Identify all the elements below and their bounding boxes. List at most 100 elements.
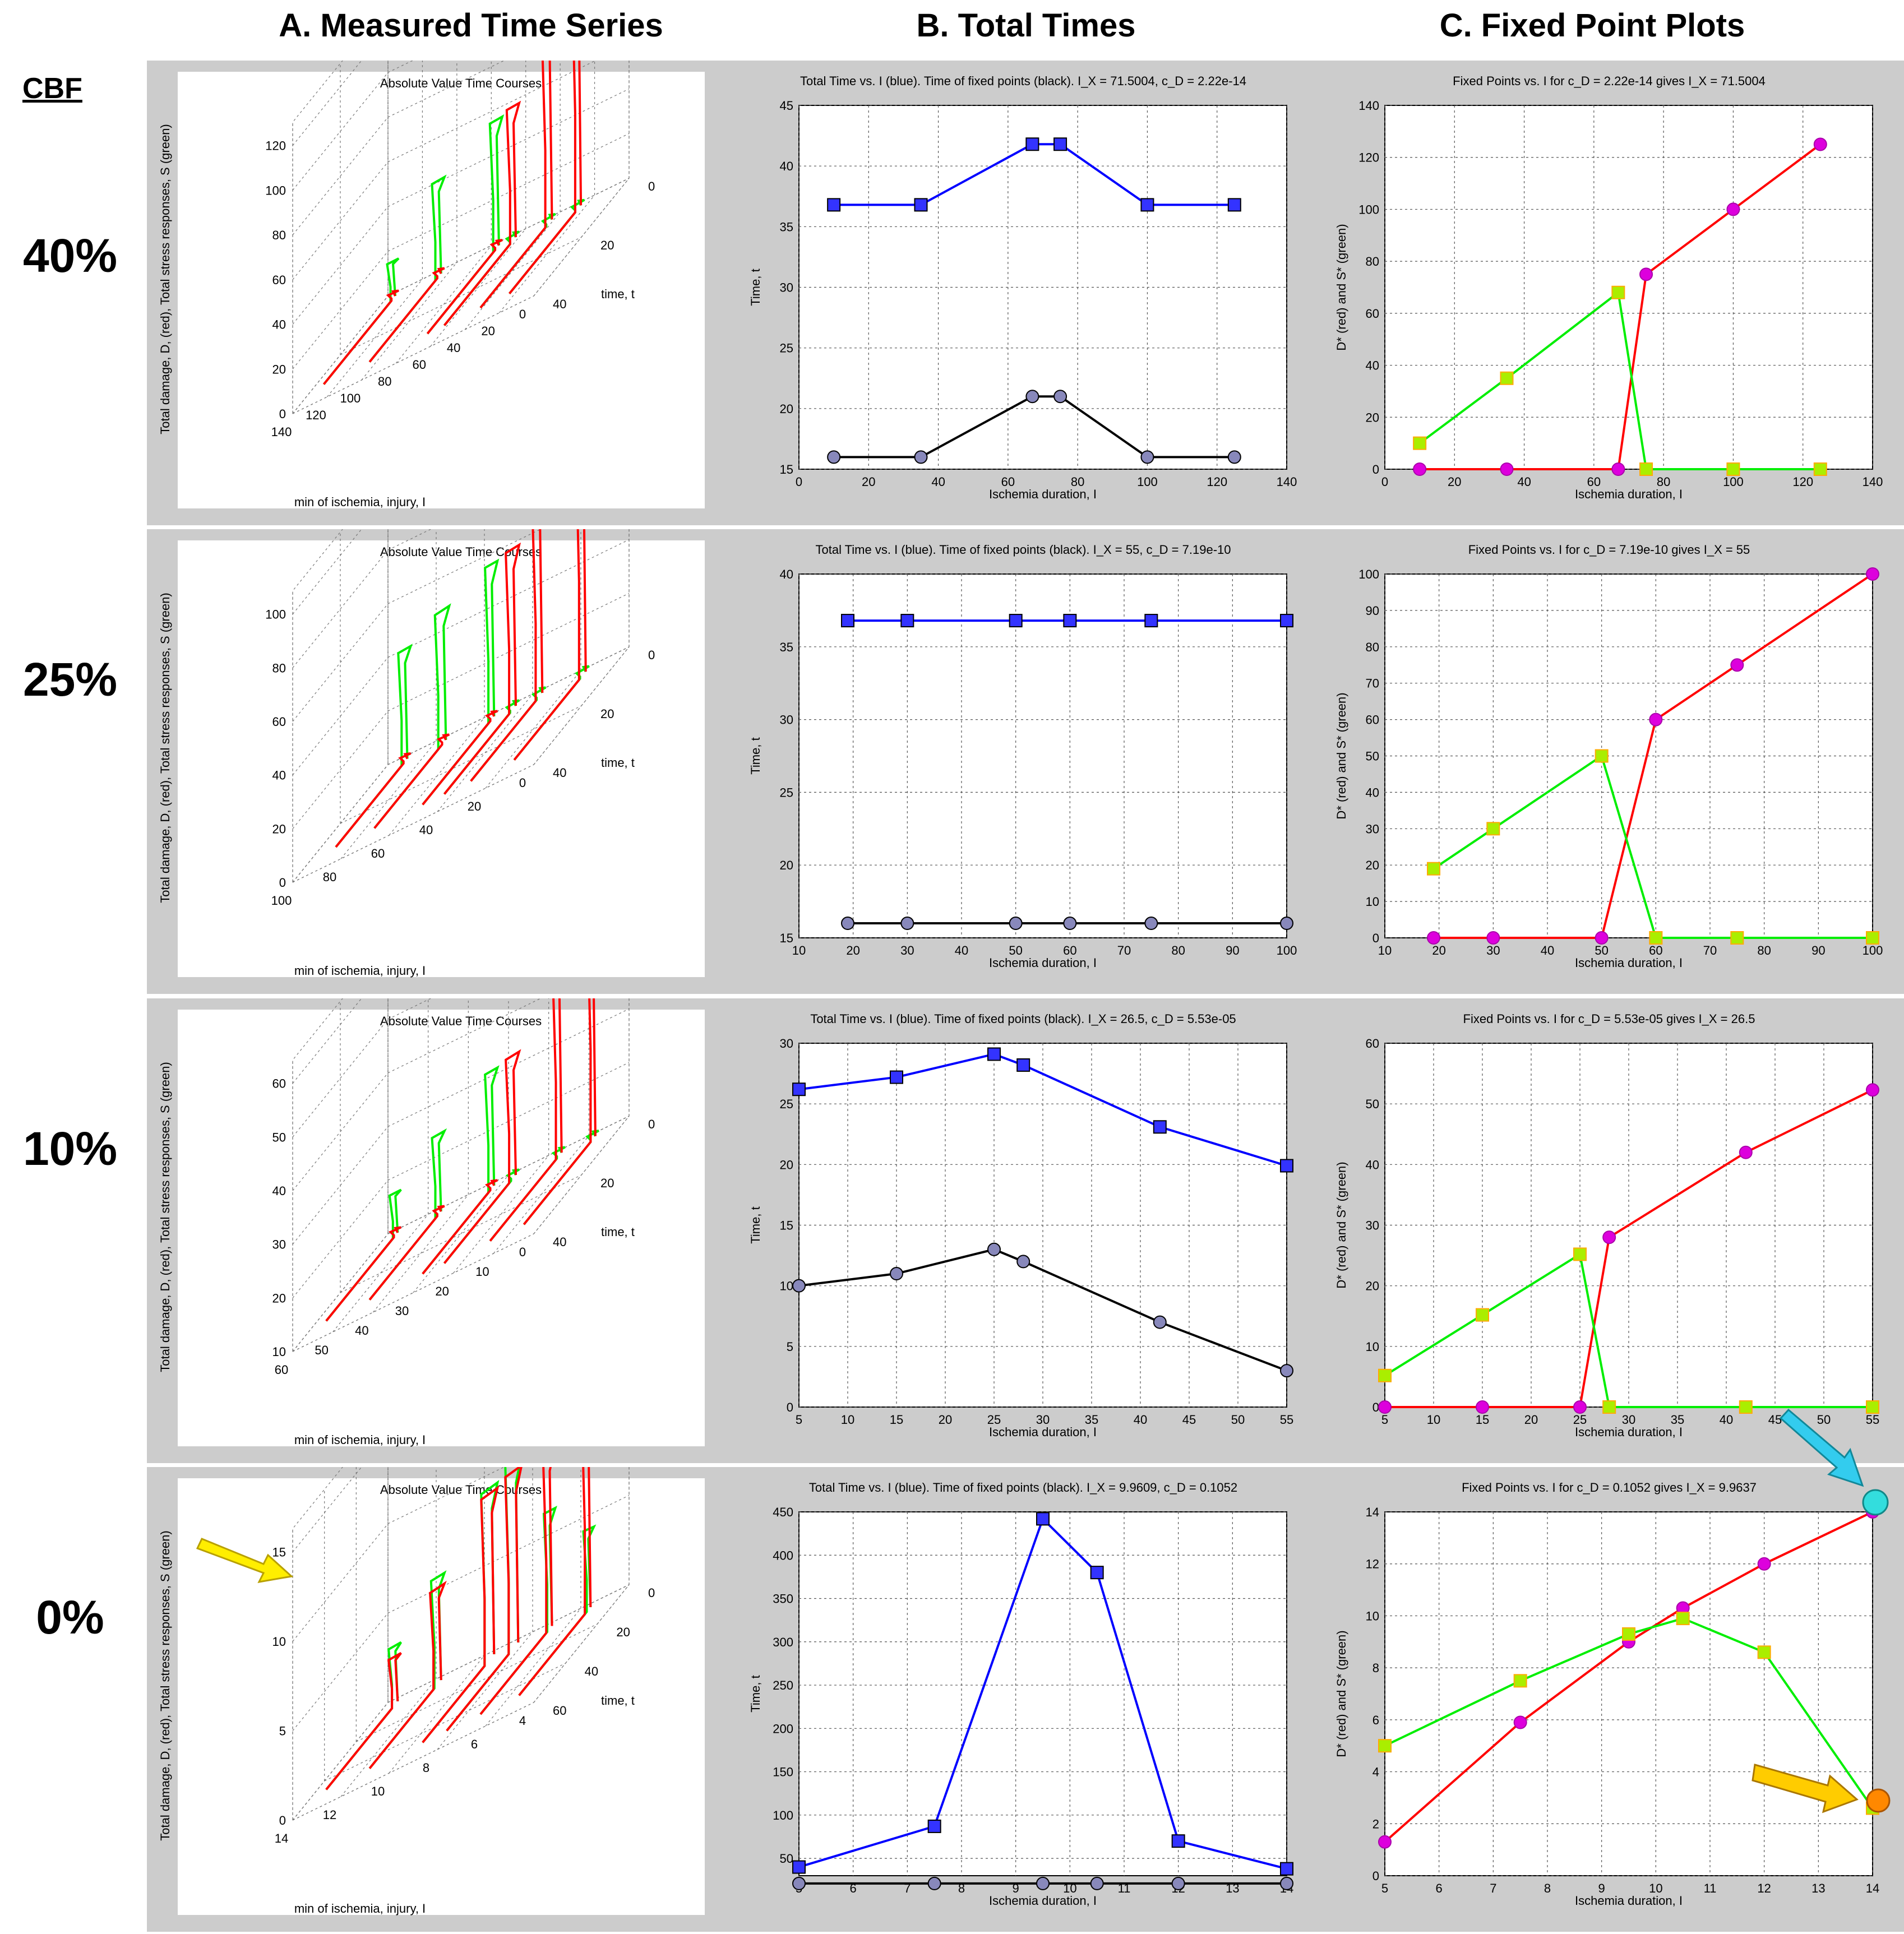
x-tick-label: 45 [1182,1413,1196,1427]
z-axis-label: Total damage, D, (red), Total stress res… [158,593,172,903]
t-tick-label: 20 [600,707,614,721]
y-tick-label: 50 [1366,749,1379,764]
stress-trace [443,1168,520,1264]
t-tick-label: 40 [585,1664,598,1678]
y-tick-label: 10 [780,1279,793,1293]
z-tick-label: 50 [272,1130,286,1144]
data-point [1280,614,1293,628]
y-tick-label: 0 [1372,462,1379,476]
z-gridline [292,61,362,146]
i-tick-label: 100 [340,391,361,405]
data-point [1573,1247,1587,1261]
z-tick-label: 80 [272,661,286,675]
x-tick-label: 8 [1544,1881,1551,1895]
y-tick-label: 50 [780,1852,793,1866]
y-tick-label: 25 [780,341,793,355]
data-point [1009,614,1023,628]
data-point [1053,137,1067,151]
x-tick-label: 120 [1792,475,1813,489]
y-tick-label: 40 [1366,785,1379,799]
x-tick-label: 40 [1720,1413,1733,1427]
z-tick-label: 20 [272,362,286,376]
x-tick-label: 60 [1063,943,1076,957]
x-tick-label: 15 [1476,1413,1489,1427]
y-tick-label: 30 [1366,1219,1379,1233]
x-tick-label: 25 [987,1413,1001,1427]
z-tick-label: 40 [272,1184,286,1198]
measured-time-series-panel: Absolute Value Time Courses 10 20 30 40 50 60 6… [147,998,730,1463]
x-tick-label: 100 [1277,943,1297,957]
x-tick-label: 35 [1085,1413,1098,1427]
y-tick-label: 20 [1366,410,1379,424]
y-tick-label: 30 [780,281,793,295]
x-tick-label: 8 [958,1881,965,1895]
data-point [1611,462,1625,476]
data-point [1063,917,1077,931]
t-gridline [387,1584,630,1703]
data-point [1726,202,1740,216]
measured-time-series-panel: Absolute Value Time Courses0204060801001… [147,529,730,994]
x-tick-label: 5 [796,1413,802,1427]
x-tick-label: 70 [1703,943,1717,957]
x-tick-label: 60 [1587,475,1601,489]
i-gridline [340,1678,437,1797]
y-tick-label: 14 [1366,1505,1379,1519]
data-point [1427,931,1440,945]
z-tick-label: 30 [272,1238,286,1252]
damage-trace [523,998,597,1225]
x-tick-label: 30 [1036,1413,1050,1427]
i-tick-label: 6 [471,1737,478,1751]
cyan-arrow-icon [1779,1408,1864,1487]
i-gridline [453,1155,549,1274]
chart-title: Fixed Points vs. I for c_D = 7.19e-10 gi… [1468,543,1750,557]
z-gridline [292,61,597,280]
t-tick-label: 0 [648,1117,655,1131]
z-tick-label: 5 [279,1724,286,1738]
data-point [1144,917,1158,931]
t-gridline [356,1623,598,1742]
data-point [1171,1876,1185,1890]
data-point [792,1082,806,1096]
i-tick-label: 60 [412,358,426,372]
y-tick-label: 300 [773,1635,793,1649]
i-tick-label: 40 [355,1324,368,1338]
chart-title: Absolute Value Time Courses [380,76,542,90]
z-tick-label: 120 [265,139,286,153]
chart-title: Total Time vs. I (blue). Time of fixed p… [809,1480,1237,1495]
data-point [1622,1627,1635,1641]
i-tick-label: 0 [519,307,526,321]
x-axis-label: Ischemia duration, I [1575,956,1683,970]
fixed-point-panel: 10 20 30 40 50 60 70 80 90 1000102030405060708090… [1318,529,1901,994]
data-point [1090,1876,1104,1890]
y-axis-label: Time, t [748,1206,762,1243]
data-point [1639,462,1653,476]
y-tick-label: 10 [1366,1340,1379,1354]
data-point [1025,137,1039,151]
data-point [890,1070,903,1084]
t-gridline [340,1174,582,1293]
y-tick-label: 40 [780,159,793,173]
t-gridline [340,237,582,355]
z-tick-label: 40 [272,769,286,783]
i-tick-label: 50 [315,1343,328,1357]
cbf-row-label: 25% [22,653,118,706]
x-tick-label: 11 [1704,1881,1717,1895]
data-point [1639,267,1653,281]
damage-trace [446,1467,523,1732]
i-tick-label: 100 [271,894,292,908]
y-tick-label: 60 [1366,1037,1379,1051]
y-tick-label: 80 [1366,255,1379,269]
x-tick-label: 140 [1277,475,1297,489]
data-point [1090,1566,1104,1580]
y-tick-label: 40 [1366,359,1379,373]
t-gridline [292,1702,534,1821]
z-tick-label: 100 [265,183,286,197]
y-tick-label: 20 [780,402,793,416]
data-point [1280,1862,1293,1876]
y-tick-label: 20 [1366,1279,1379,1293]
data-point [841,614,854,628]
y-tick-label: 30 [780,1037,793,1051]
x-axis-label: Ischemia duration, I [989,487,1097,501]
t-axis-label: time, t [601,287,635,301]
t-tick-label: 40 [553,297,566,311]
